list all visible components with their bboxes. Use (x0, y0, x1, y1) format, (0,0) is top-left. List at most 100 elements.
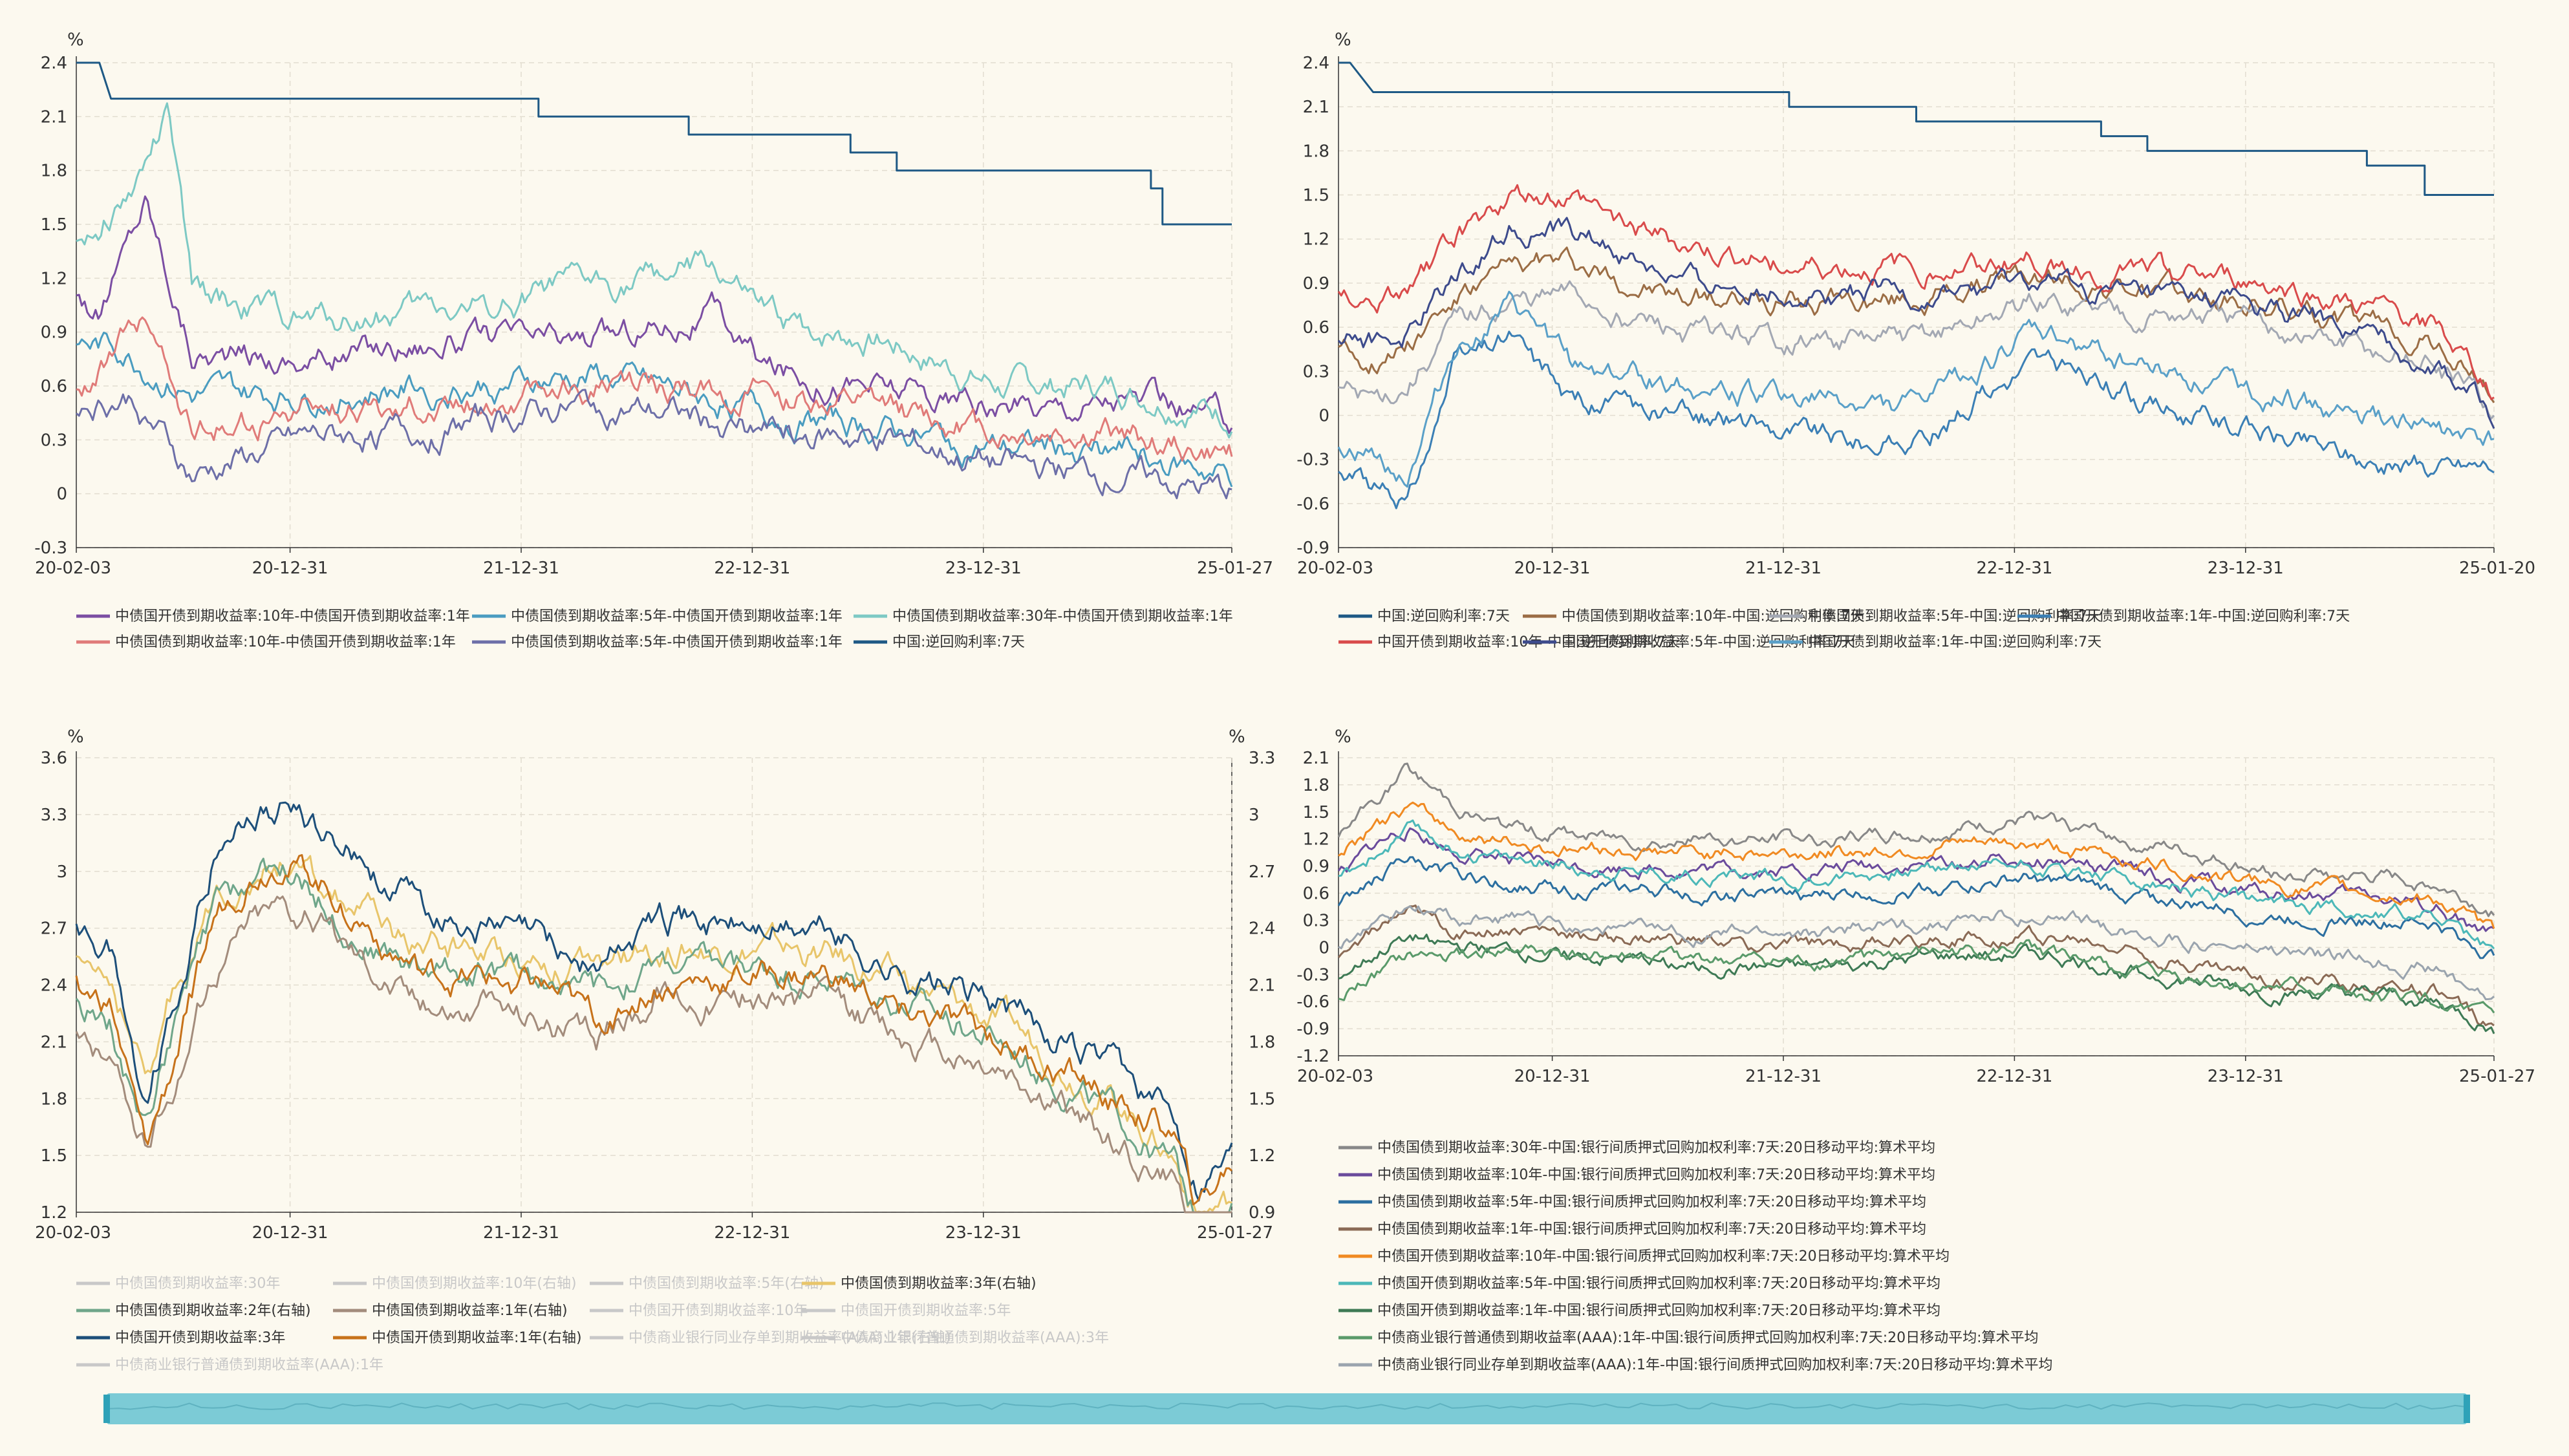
series-line (1337, 330, 2495, 509)
legend-label[interactable]: 中国开债到期收益率:1年-中国:逆回购利率:7天 (2056, 608, 2350, 625)
y-tick-label: 2.7 (41, 919, 67, 939)
legend-label[interactable]: 中债国债到期收益率:5年-中国:银行间质押式回购加权利率:7天:20日移动平均:… (1377, 1194, 1926, 1210)
chart-a: 2.4 2.1 1.8 1.5 1.2 0.9 0.6 0.3 0 -0.320-02-03 20-… (34, 30, 1273, 650)
x-tick-label: 22-12-31 (714, 559, 790, 578)
legend-label[interactable]: 中国:逆回购利率:7天 (892, 634, 1025, 650)
y-tick-label: 1.2 (41, 269, 67, 288)
x-tick-label: 23-12-31 (945, 559, 1022, 578)
legend-label[interactable]: 中债商业银行普通债到期收益率(AAA):3年 (841, 1330, 1109, 1346)
legend-label[interactable]: 中国开债到期收益率:1年-中国:逆回购利率:7天 (1808, 634, 2101, 650)
y-tick-label: 0.6 (1303, 318, 1329, 337)
legend-label[interactable]: 中债国债到期收益率:10年-中国:银行间质押式回购加权利率:7天:20日移动平均… (1377, 1167, 1935, 1183)
legend-label[interactable]: 中债国开债到期收益率:5年 (841, 1303, 1011, 1319)
y-tick-label: 0.3 (1303, 362, 1329, 381)
series-line (1338, 61, 2494, 196)
y-unit: % (1335, 30, 1351, 50)
zoom-track[interactable] (107, 1393, 2467, 1424)
legend-label[interactable]: 中债国债到期收益率:30年 (115, 1276, 280, 1292)
y-tick-label: -0.9 (1296, 1020, 1329, 1039)
legend-label[interactable]: 中债商业银行同业存单到期收益率(AAA):1年-中国:银行间质押式回购加权利率:… (1377, 1357, 2053, 1373)
legend-label[interactable]: 中债国开债到期收益率:5年-中国:银行间质押式回购加权利率:7天:20日移动平均… (1377, 1276, 1940, 1292)
series-line (76, 389, 1232, 500)
legend-label[interactable]: 中债商业银行普通债到期收益率(AAA):1年-中国:银行间质押式回购加权利率:7… (1377, 1330, 2039, 1346)
y-tick-label: 0 (1318, 406, 1329, 425)
x-tick-label: 21-12-31 (1745, 559, 1822, 578)
legend-label[interactable]: 中债国债到期收益率:10年(右轴) (372, 1276, 577, 1292)
x-tick-label: 20-02-03 (1297, 1067, 1373, 1086)
x-tick-label: 21-12-31 (1745, 1067, 1822, 1086)
y-tick-label: 1.8 (1303, 142, 1329, 161)
y-tick-label: 3.3 (41, 806, 67, 825)
series-line (1337, 217, 2495, 429)
zoom-handle-right[interactable] (2464, 1395, 2470, 1423)
x-tick-label: 22-12-31 (1976, 1067, 2052, 1086)
y-tick-label: 2.1 (1303, 98, 1329, 117)
x-tick-label: 20-02-03 (35, 559, 111, 578)
series-line (75, 801, 1233, 1202)
legend-label[interactable]: 中债国开债到期收益率:1年(右轴) (372, 1330, 582, 1346)
series-line (1338, 819, 2495, 950)
y-tick-label: 2.1 (41, 1033, 67, 1052)
y-tick-label: 1.8 (1303, 776, 1329, 795)
y-tick-label: -1.2 (1296, 1047, 1329, 1066)
legend-label[interactable]: 中国:逆回购利率:7天 (1377, 608, 1510, 625)
legend-label[interactable]: 中国开债到期收益率:5年-中国:逆回购利率:7天 (1562, 634, 1855, 650)
y-right-tick-label: 2.4 (1249, 919, 1275, 939)
legend-label[interactable]: 中债国债到期收益率:30年-中国:银行间质押式回购加权利率:7天:20日移动平均… (1377, 1140, 1935, 1156)
y-tick-label: -0.3 (1296, 451, 1329, 470)
series-line (75, 857, 1233, 1214)
legend-label[interactable]: 中债国债到期收益率:5年-中国:逆回购利率:7天 (1808, 608, 2101, 625)
legend-label[interactable]: 中债商业银行普通债到期收益率(AAA):1年 (115, 1357, 383, 1373)
series-line (76, 102, 1233, 439)
legend-label[interactable]: 中债国债到期收益率:30年-中债国开债到期收益率:1年 (892, 608, 1233, 625)
series-line (76, 332, 1233, 487)
data-zoom-slider[interactable] (103, 1393, 2470, 1424)
legend-label[interactable]: 中债国债到期收益率:10年-中国:逆回购利率:7天 (1562, 608, 1864, 625)
y-tick-label: 3 (56, 862, 67, 882)
legend-label[interactable]: 中债国债到期收益率:5年(右轴) (629, 1276, 824, 1292)
y-tick-label: -0.6 (1296, 992, 1329, 1012)
y-tick-label: 0 (1318, 938, 1329, 958)
series-line (1337, 905, 2495, 1027)
legend-label[interactable]: 中债国开债到期收益率:10年 (629, 1303, 808, 1319)
x-tick-label: 23-12-31 (2208, 1067, 2284, 1086)
y-tick-label: 1.5 (1303, 186, 1329, 206)
legend-label[interactable]: 中债国债到期收益率:3年(右轴) (841, 1276, 1037, 1292)
legend-label[interactable]: 中债国债到期收益率:10年-中债国开债到期收益率:1年 (115, 634, 456, 650)
x-tick-label: 22-12-31 (1976, 559, 2052, 578)
legend-label[interactable]: 中债国债到期收益率:5年-中债国开债到期收益率:1年 (511, 608, 843, 625)
legend-label[interactable]: 中债商业银行同业存单到期收益率(AAA):1年(右轴) (629, 1330, 951, 1346)
y-right-tick-label: 1.5 (1249, 1089, 1275, 1109)
y-right-tick-label: 1.2 (1249, 1146, 1275, 1166)
series-line (1338, 280, 2495, 420)
series-line (1337, 827, 2495, 932)
legend-label[interactable]: 中债国开债到期收益率:10年-中国:银行间质押式回购加权利率:7天:20日移动平… (1377, 1248, 1950, 1265)
y-right-unit: % (1229, 727, 1245, 747)
y-tick-label: 0.9 (1303, 857, 1329, 877)
y-tick-label: 0.3 (41, 431, 67, 450)
x-tick-label: 23-12-31 (945, 1223, 1022, 1243)
legend-label[interactable]: 中债国债到期收益率:2年(右轴) (115, 1303, 311, 1319)
x-tick-label: 22-12-31 (714, 1223, 790, 1243)
legend-label[interactable]: 中债国开债到期收益率:1年-中国:银行间质押式回购加权利率:7天:20日移动平均… (1377, 1303, 1940, 1319)
y-tick-label: 1.5 (41, 1146, 67, 1166)
legend-label[interactable]: 中债国开债到期收益率:3年 (115, 1330, 285, 1346)
y-tick-label: 0.6 (41, 377, 67, 396)
y-tick-label: 0 (56, 485, 67, 504)
series-line (76, 316, 1233, 462)
series-line (1338, 801, 2495, 929)
legend-label[interactable]: 中债国开债到期收益率:10年-中债国开债到期收益率:1年 (115, 608, 470, 625)
x-tick-label: 20-12-31 (1514, 559, 1591, 578)
chart-d: 2.11.81.51.20.90.60.30-0.3-0.6-0.9-1.220… (1296, 727, 2535, 1373)
zoom-handle-left[interactable] (103, 1395, 110, 1423)
x-tick-label: 20-12-31 (252, 559, 328, 578)
y-tick-label: 0.9 (41, 323, 67, 343)
y-tick-label: -0.6 (1296, 495, 1329, 514)
legend-label[interactable]: 中债国债到期收益率:1年(右轴) (372, 1303, 568, 1319)
legend-label[interactable]: 中债国债到期收益率:5年-中债国开债到期收益率:1年 (511, 634, 843, 650)
legend-label[interactable]: 中债国债到期收益率:1年-中国:银行间质押式回购加权利率:7天:20日移动平均:… (1377, 1221, 1926, 1237)
legend: 中债国开债到期收益率:10年-中债国开债到期收益率:1年中债国债到期收益率:5年… (76, 608, 1233, 650)
y-tick-label: -0.3 (34, 539, 67, 558)
series-line (1337, 762, 2495, 917)
